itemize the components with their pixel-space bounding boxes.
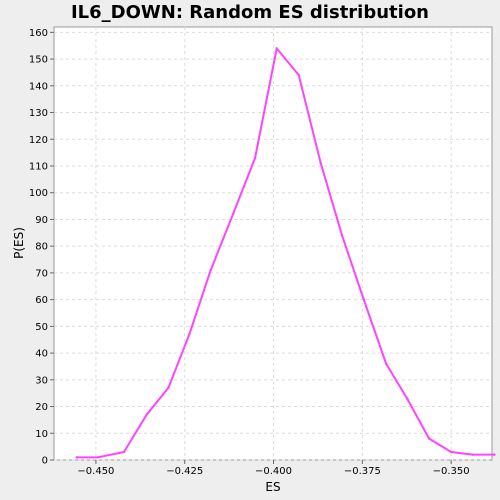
- y-tick-label: 40: [35, 349, 48, 360]
- data-point: [122, 450, 126, 454]
- data-point: [167, 386, 170, 390]
- data-point: [75, 456, 78, 459]
- y-tick-label: 20: [35, 402, 48, 413]
- series-layer: [75, 47, 496, 459]
- data-point: [209, 269, 212, 272]
- data-point: [188, 333, 191, 336]
- y-tick-label: 160: [29, 28, 48, 39]
- y-tick-label: 0: [42, 456, 48, 467]
- chart-title: IL6_DOWN: Random ES distribution: [71, 2, 429, 23]
- data-point: [493, 453, 496, 456]
- data-point: [275, 47, 278, 50]
- data-point: [427, 437, 431, 440]
- data-point: [253, 156, 257, 160]
- y-tick-label: 70: [35, 268, 48, 279]
- data-point: [340, 234, 344, 237]
- y-tick-label: 90: [35, 215, 48, 226]
- x-tick-label: −0.375: [344, 466, 381, 477]
- data-point: [231, 212, 235, 216]
- x-tick-label: −0.425: [166, 466, 203, 477]
- y-tick-label: 140: [29, 81, 48, 92]
- y-tick-label: 110: [29, 161, 48, 172]
- data-point: [297, 73, 300, 77]
- series-line: [75, 47, 496, 459]
- y-axis-label: P(ES): [12, 227, 26, 259]
- data-point: [405, 397, 409, 400]
- y-tick-label: 50: [35, 322, 48, 333]
- y-tick-label: 10: [35, 429, 48, 440]
- data-point: [96, 456, 100, 459]
- x-tick-label: −0.450: [77, 466, 114, 477]
- y-tick-label: 30: [35, 375, 48, 386]
- data-point: [145, 413, 148, 416]
- data-point: [449, 450, 453, 454]
- data-point: [471, 453, 474, 456]
- y-tick-label: 150: [29, 55, 48, 66]
- y-tick-label: 60: [35, 295, 48, 306]
- y-tick-label: 130: [29, 108, 48, 119]
- data-point: [319, 162, 322, 165]
- x-axis-label: ES: [265, 480, 280, 494]
- data-point: [362, 298, 365, 301]
- y-tick-label: 100: [29, 188, 48, 199]
- data-point: [384, 362, 388, 365]
- y-tick-label: 80: [35, 242, 48, 253]
- y-tick-label: 120: [29, 135, 48, 146]
- plot-area: [53, 26, 493, 461]
- axes: 0 10 20 30 40 50 60 70 80 90 100 110 120 130 140 150 160…: [29, 28, 470, 477]
- x-tick-label: −0.400: [255, 466, 292, 477]
- x-tick-label: −0.350: [433, 466, 470, 477]
- grid-lines: [54, 27, 492, 461]
